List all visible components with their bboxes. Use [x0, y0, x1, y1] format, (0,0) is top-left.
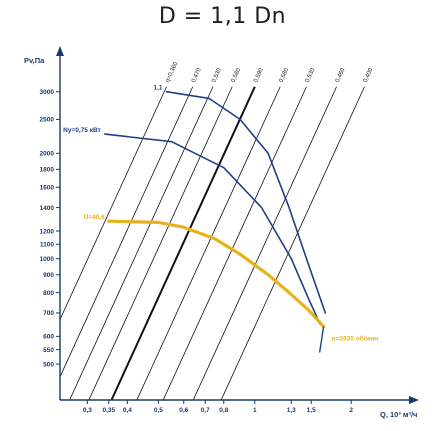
x-tick-label: 0,4 [123, 407, 132, 414]
curve-label-1: 1,1 [153, 85, 162, 92]
efficiency-line [136, 86, 281, 400]
curve-1 [165, 90, 327, 314]
y-tick-label: 2000 [40, 151, 55, 158]
y-tick-label: 800 [43, 290, 54, 297]
y-tick-label: 1200 [40, 228, 55, 235]
y-tick-label: 550 [43, 347, 54, 354]
y-axis-arrow [56, 46, 64, 56]
efficiency-label: 0,590 [253, 67, 265, 84]
x-tick-label: 0,3 [83, 407, 92, 414]
x-tick-label: 0,7 [201, 407, 210, 414]
curve-label-3: U=40,6 [84, 214, 106, 221]
y-tick-label: 1600 [40, 185, 55, 192]
efficiency-label: 0,560 [231, 67, 243, 84]
efficiency-label: 0,470 [191, 67, 203, 84]
x-tick-label: 1,5 [307, 407, 316, 414]
y-tick-label: 600 [43, 334, 54, 341]
efficiency-line [110, 86, 256, 400]
x-tick-label: 0,8 [219, 407, 228, 414]
y-tick-label: 900 [43, 272, 54, 279]
y-tick-label: 1800 [40, 167, 55, 174]
y-tick-label: 1100 [40, 242, 54, 249]
y-axis-label: Pv,Па [24, 56, 45, 65]
x-tick-label: 1 [253, 407, 257, 414]
x-tick-label: 2 [349, 407, 353, 414]
efficiency-label: 0,530 [211, 67, 223, 84]
y-tick-label: 500 [43, 361, 54, 368]
efficiency-line [60, 86, 194, 378]
efficiency-label: η=0,360 [165, 61, 180, 84]
efficiency-label: 0,400 [363, 67, 375, 84]
speed-annotation: n=2835 об/мин [332, 335, 379, 343]
curve-label-2: Ny=0,75 кВт [63, 127, 101, 134]
x-axis-label: Q, 10³ м³/ч [380, 410, 417, 419]
curve-2 [104, 133, 321, 325]
efficiency-line [88, 86, 233, 400]
x-axis-arrow [409, 396, 419, 404]
y-tick-label: 700 [43, 310, 54, 317]
efficiency-label: 0,580 [279, 67, 291, 84]
x-tick-label: 0,35 [102, 407, 115, 414]
y-tick-label: 2500 [40, 117, 55, 124]
x-tick-label: 0,6 [179, 407, 188, 414]
efficiency-line [69, 86, 214, 400]
efficiency-line [220, 86, 365, 400]
curve-end-line [318, 326, 325, 353]
efficiency-line [162, 86, 307, 400]
y-tick-label: 1400 [40, 205, 55, 212]
efficiency-line [60, 86, 167, 321]
curve-3 [107, 219, 326, 329]
efficiency-label: 0,530 [305, 67, 317, 84]
y-tick-label: 1000 [40, 256, 55, 263]
y-tick-label: 3000 [40, 89, 55, 96]
chart-title: D = 1,1 Dn [158, 4, 287, 29]
efficiency-label: 0,460 [335, 67, 347, 84]
x-tick-label: 1,3 [287, 407, 296, 414]
x-tick-label: 0,5 [154, 407, 163, 414]
